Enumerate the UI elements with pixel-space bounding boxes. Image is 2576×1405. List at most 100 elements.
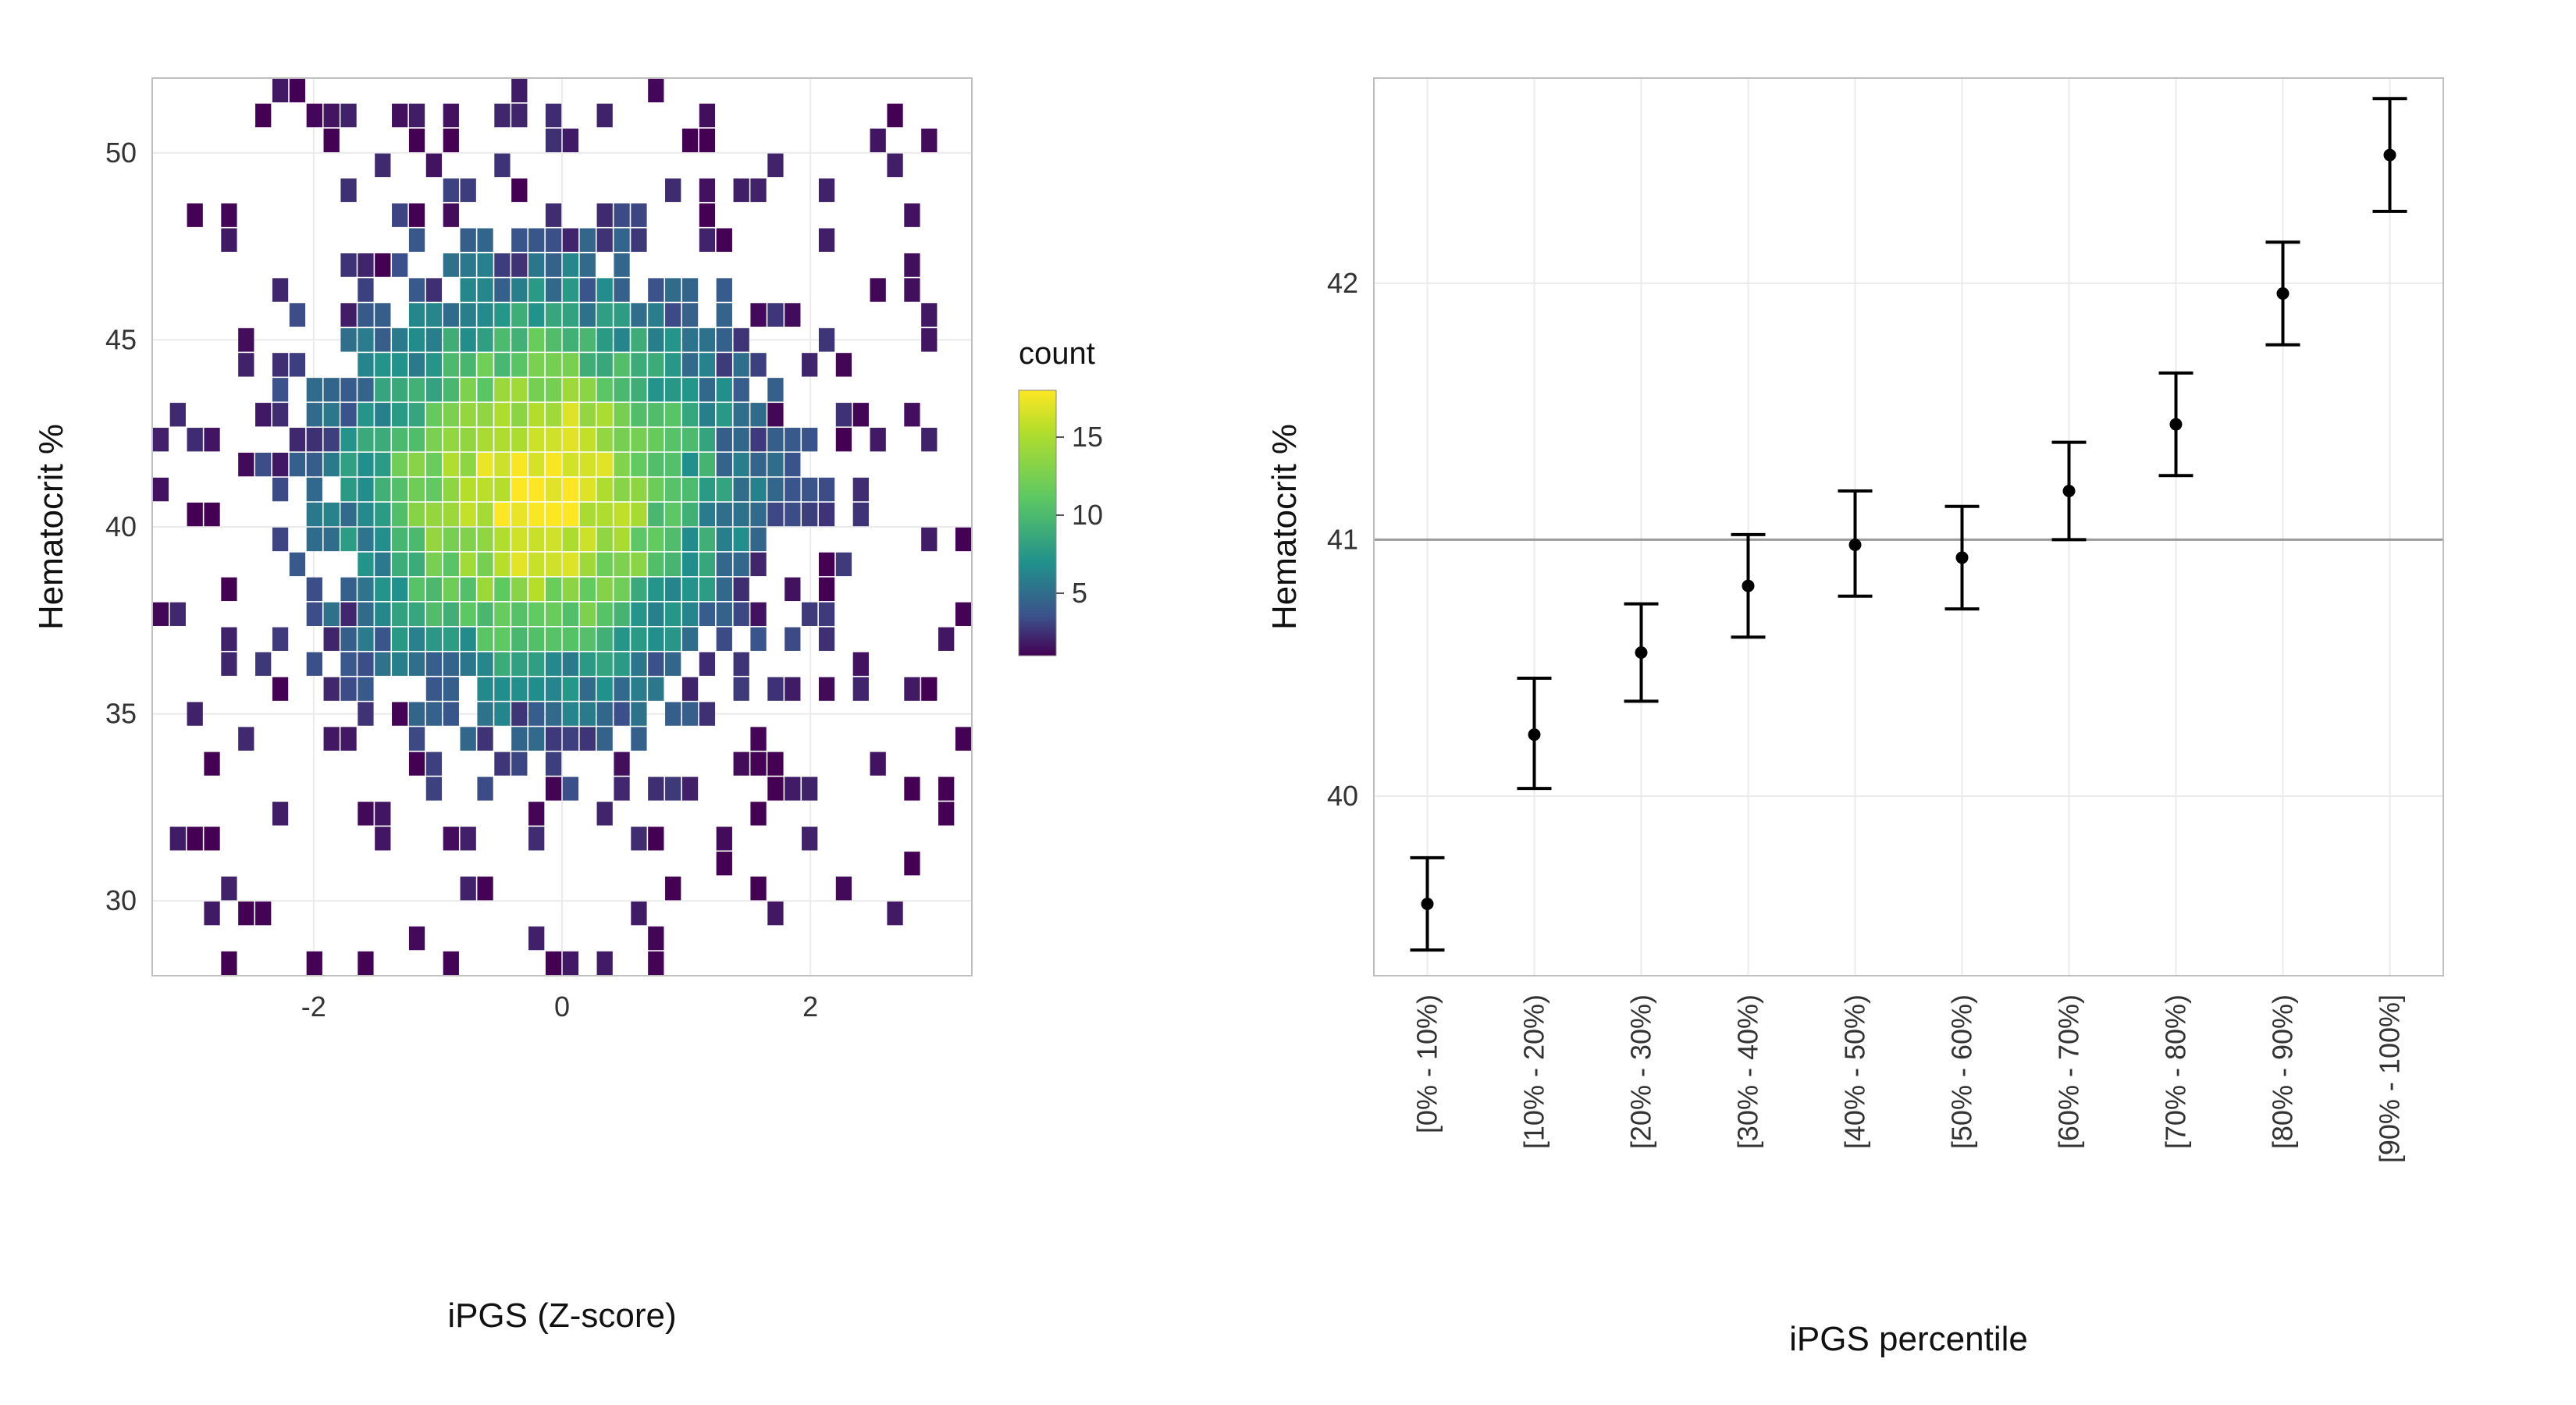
heatmap-cell bbox=[734, 428, 749, 451]
heatmap-cell bbox=[887, 104, 902, 127]
heatmap-cell bbox=[682, 428, 698, 451]
data-point bbox=[1528, 728, 1541, 741]
heatmap-cell bbox=[153, 603, 169, 626]
heatmap-cell bbox=[409, 503, 425, 526]
heatmap-ytick-label: 50 bbox=[105, 137, 137, 169]
heatmap-cell bbox=[734, 503, 749, 526]
heatmap-cell bbox=[717, 852, 732, 875]
heatmap-cell bbox=[443, 403, 459, 426]
errorbar-xtick-label: [80% - 90%) bbox=[2267, 994, 2299, 1149]
heatmap-cell bbox=[443, 353, 459, 376]
heatmap-cell bbox=[511, 453, 527, 476]
heatmap-cell bbox=[631, 228, 646, 251]
heatmap-cell bbox=[699, 478, 715, 501]
heatmap-cell bbox=[699, 179, 715, 202]
heatmap-cell bbox=[238, 353, 254, 376]
heatmap-cell bbox=[734, 328, 749, 351]
heatmap-cell bbox=[375, 453, 390, 476]
heatmap-cell bbox=[546, 353, 561, 376]
heatmap-cell bbox=[921, 328, 937, 351]
heatmap-cell bbox=[461, 827, 476, 850]
heatmap-cell bbox=[597, 628, 613, 651]
heatmap-cell bbox=[324, 603, 340, 626]
heatmap-cell bbox=[597, 578, 613, 601]
heatmap-cell bbox=[443, 528, 459, 551]
heatmap-cell bbox=[648, 353, 664, 376]
data-point bbox=[1635, 646, 1648, 659]
heatmap-cell bbox=[409, 378, 425, 401]
heatmap-cell bbox=[426, 403, 442, 426]
heatmap-cell bbox=[546, 603, 561, 626]
heatmap-cell bbox=[717, 628, 732, 651]
heatmap-cell bbox=[528, 428, 544, 451]
heatmap-cell bbox=[597, 603, 613, 626]
heatmap-cell bbox=[648, 403, 664, 426]
heatmap-cell bbox=[597, 951, 613, 975]
heatmap-cell bbox=[682, 677, 698, 700]
heatmap-cell bbox=[614, 578, 629, 601]
heatmap-cell bbox=[580, 553, 596, 576]
heatmap-cell bbox=[580, 478, 596, 501]
heatmap-cell bbox=[528, 403, 544, 426]
heatmap-cell bbox=[802, 353, 817, 376]
heatmap-xtick-label: -2 bbox=[301, 991, 326, 1023]
heatmap-cell bbox=[358, 278, 373, 301]
heatmap-cell bbox=[785, 628, 800, 651]
heatmap-cell bbox=[699, 453, 715, 476]
heatmap-cell bbox=[580, 278, 596, 301]
heatmap-cell bbox=[938, 777, 954, 800]
heatmap-cell bbox=[443, 104, 459, 127]
heatmap-cell bbox=[477, 328, 493, 351]
heatmap-cell bbox=[921, 129, 937, 152]
heatmap-cell bbox=[477, 677, 493, 700]
heatmap-cell bbox=[631, 727, 646, 750]
heatmap-cell bbox=[307, 578, 322, 601]
heatmap-cell bbox=[819, 228, 834, 251]
heatmap-cell bbox=[409, 228, 425, 251]
heatmap-cell bbox=[614, 553, 629, 576]
heatmap-cell bbox=[272, 453, 288, 476]
heatmap-cell bbox=[477, 653, 493, 676]
heatmap-cell bbox=[750, 727, 766, 750]
heatmap-cell bbox=[461, 179, 476, 202]
heatmap-cell bbox=[853, 403, 869, 426]
heatmap-cell bbox=[546, 777, 561, 800]
heatmap-cell bbox=[340, 478, 356, 501]
errorbar-ytick-label: 40 bbox=[1327, 780, 1358, 812]
heatmap-xtick-label: 2 bbox=[802, 991, 818, 1023]
heatmap-cell bbox=[682, 278, 698, 301]
heatmap-cell bbox=[631, 478, 646, 501]
heatmap-cell bbox=[580, 578, 596, 601]
heatmap-cell bbox=[665, 528, 681, 551]
heatmap-cell bbox=[443, 253, 459, 276]
heatmap-cell bbox=[631, 553, 646, 576]
heatmap-cell bbox=[767, 777, 783, 800]
heatmap-cell bbox=[528, 927, 544, 950]
heatmap-cell bbox=[272, 628, 288, 651]
heatmap-cell bbox=[734, 528, 749, 551]
heatmap-cell bbox=[767, 503, 783, 526]
heatmap-cell bbox=[477, 553, 493, 576]
heatmap-cell bbox=[665, 353, 681, 376]
heatmap-cell bbox=[340, 104, 356, 127]
heatmap-cell bbox=[682, 503, 698, 526]
heatmap-cell bbox=[802, 503, 817, 526]
errorbar-xtick-label: [90% - 100%] bbox=[2374, 994, 2406, 1163]
heatmap-cell bbox=[375, 378, 390, 401]
heatmap-cell bbox=[238, 328, 254, 351]
heatmap-cell bbox=[563, 777, 578, 800]
heatmap-cell bbox=[648, 927, 664, 950]
heatmap-cell bbox=[375, 653, 390, 676]
heatmap-cell bbox=[255, 403, 271, 426]
heatmap-cell bbox=[358, 428, 373, 451]
heatmap-cell bbox=[426, 378, 442, 401]
heatmap-cell bbox=[409, 603, 425, 626]
heatmap-cell bbox=[477, 303, 493, 326]
heatmap-cell bbox=[477, 603, 493, 626]
heatmap-cell bbox=[340, 628, 356, 651]
heatmap-cell bbox=[358, 353, 373, 376]
heatmap-cell bbox=[307, 378, 322, 401]
heatmap-cell bbox=[461, 528, 476, 551]
heatmap-cell bbox=[461, 578, 476, 601]
heatmap-cell bbox=[563, 129, 578, 152]
